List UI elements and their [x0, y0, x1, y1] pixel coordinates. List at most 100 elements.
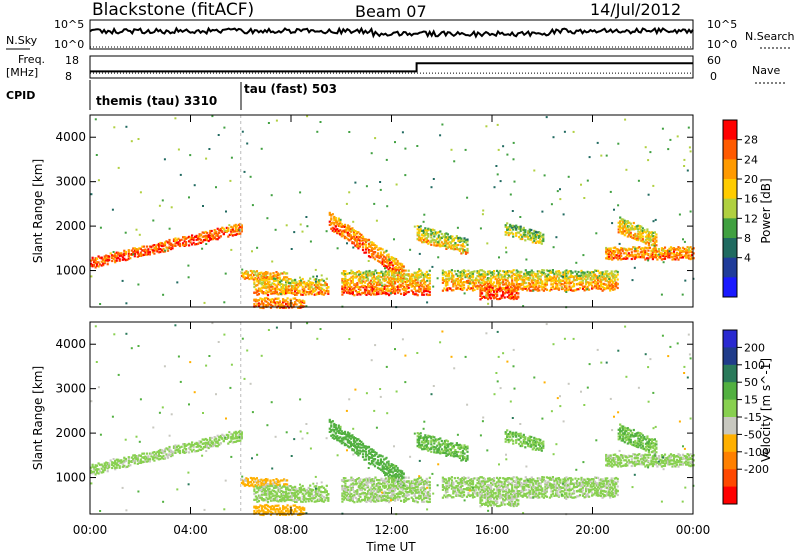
echo-cell: [177, 444, 180, 447]
echo-cell: [269, 505, 273, 508]
echo-cell: [463, 292, 466, 295]
echo-cell: [307, 486, 310, 489]
power-echoes: [90, 115, 695, 310]
echo-cell: [631, 224, 634, 228]
echo-cell: [267, 122, 270, 124]
echo-cell: [446, 246, 449, 249]
echo-cell: [333, 422, 336, 426]
echo-cell: [548, 279, 551, 282]
echo-cell: [419, 238, 422, 241]
echo-cell: [215, 238, 218, 241]
echo-cell: [466, 196, 469, 199]
echo-cell: [249, 484, 252, 487]
echo-cell: [614, 250, 617, 253]
echo-cell: [246, 276, 249, 279]
echo-cell: [251, 484, 254, 487]
echo-cell: [283, 491, 286, 494]
echo-cell: [253, 490, 256, 493]
echo-cell: [260, 291, 263, 294]
echo-cell: [142, 253, 145, 256]
echo-cell: [386, 461, 389, 464]
echo-cell: [538, 289, 541, 292]
echo-cell: [280, 489, 283, 493]
echo-cell: [102, 264, 105, 267]
echo-cell: [358, 446, 361, 449]
nave-line: [90, 62, 693, 73]
echo-cell: [251, 271, 254, 275]
echo-cell: [93, 260, 96, 263]
echo-cell: [353, 283, 356, 286]
echo-cell: [274, 287, 277, 290]
echo-cell: [117, 256, 120, 260]
echo-cell: [559, 280, 562, 284]
echo-cell: [550, 276, 553, 279]
echo-cell: [153, 459, 156, 462]
echo-cell: [376, 461, 380, 464]
echo-cell: [99, 470, 102, 473]
echo-cell: [635, 234, 638, 237]
echo-cell: [542, 289, 545, 292]
echo-cell: [452, 248, 455, 251]
echo-cell: [201, 247, 204, 250]
echo-cell: [257, 305, 260, 308]
echo-cell: [415, 293, 418, 296]
echo-cell: [375, 288, 379, 291]
echo-cell: [392, 287, 395, 290]
echo-cell: [663, 249, 667, 252]
echo-cell: [346, 234, 349, 237]
echo-cell: [188, 196, 190, 199]
echo-cell: [383, 283, 386, 286]
echo-cell: [113, 126, 116, 129]
freq-tick-bottom: 8: [65, 70, 72, 83]
echo-cell: [639, 248, 642, 251]
echo-cell: [330, 428, 333, 432]
echo-cell: [634, 237, 637, 240]
echo-cell: [268, 505, 271, 508]
echo-cell: [541, 271, 544, 274]
echo-cell: [284, 479, 287, 482]
echo-cell: [651, 248, 654, 251]
echo-cell: [479, 293, 482, 297]
echo-cell: [295, 488, 298, 491]
echo-cell: [330, 430, 333, 433]
echo-cell: [288, 285, 291, 288]
echo-cell: [617, 248, 620, 251]
echo-cell: [230, 156, 233, 159]
echo-cell: [585, 287, 588, 290]
echo-cell: [536, 231, 539, 234]
echo-cell: [90, 193, 93, 196]
echo-cell: [632, 221, 635, 225]
echo-cell: [372, 463, 375, 466]
echo-cell: [301, 281, 304, 284]
echo-cell: [434, 240, 437, 243]
echo-cell: [153, 456, 156, 459]
echo-cell: [240, 435, 243, 438]
echo-cell: [213, 443, 216, 446]
echo-cell: [162, 454, 165, 457]
echo-cell: [318, 494, 321, 498]
echo-cell: [499, 278, 502, 282]
echo-cell: [154, 456, 157, 459]
echo-cell: [606, 250, 609, 253]
echo-cell: [349, 238, 352, 241]
echo-cell: [660, 249, 663, 252]
echo-cell: [427, 235, 430, 238]
echo-cell: [342, 229, 345, 232]
echo-cell: [418, 284, 421, 287]
echo-cell: [497, 275, 500, 278]
echo-cell: [272, 486, 276, 489]
echo-cell: [278, 288, 282, 291]
echo-cell: [268, 492, 271, 495]
echo-cell: [479, 278, 482, 281]
echo-cell: [354, 451, 357, 454]
echo-cell: [255, 270, 258, 273]
echo-cell: [653, 253, 656, 256]
echo-cell: [355, 443, 358, 446]
y-tick-label: 1000: [55, 264, 86, 278]
echo-cell: [592, 271, 595, 274]
echo-cell: [591, 271, 594, 274]
echo-cell: [437, 244, 440, 247]
echo-cell: [201, 235, 204, 238]
echo-cell: [643, 230, 646, 233]
echo-cell: [354, 244, 357, 247]
